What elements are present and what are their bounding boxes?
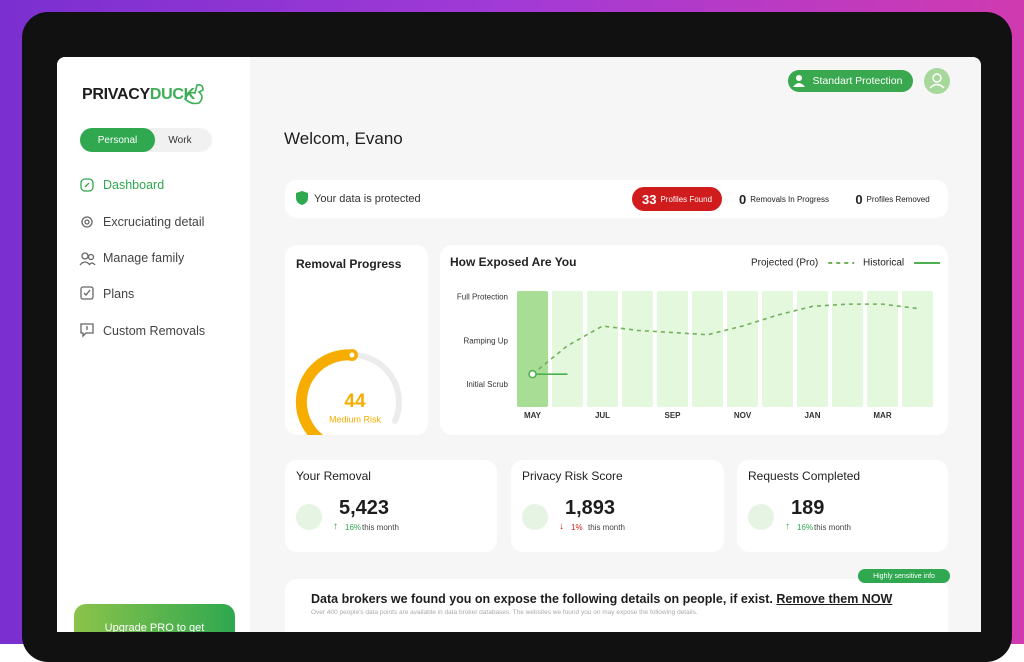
stat-icon <box>522 504 548 530</box>
column <box>797 291 828 407</box>
x-tick-label: SEP <box>664 411 681 420</box>
nav-item[interactable]: Custom Removals <box>103 324 206 338</box>
column <box>762 291 793 407</box>
counter-pill[interactable]: 33 Profiles Found <box>632 187 722 211</box>
stat-arrow: ↑ <box>785 521 790 532</box>
logo-icon <box>184 84 204 105</box>
y-tick-label: Ramping Up <box>464 336 509 345</box>
legend-label: Historical <box>863 258 904 269</box>
tab-personal[interactable]: Personal <box>80 128 155 152</box>
gauge: 44 Medium Risk <box>295 349 402 435</box>
gauge-risk: Medium Risk <box>329 414 382 424</box>
x-tick-label: JAN <box>804 411 820 420</box>
plan-icon <box>793 75 805 87</box>
counter-count: 0 <box>739 191 747 207</box>
stat-period: this month <box>362 523 399 532</box>
stat-change: 16% <box>797 523 814 532</box>
nav-item[interactable]: Dashboard <box>103 178 165 192</box>
sensitive-tag: Highly sensitive info <box>858 569 950 583</box>
counter-pill[interactable]: 0 Profiles Removed <box>845 187 940 211</box>
column <box>622 291 653 407</box>
column <box>657 291 688 407</box>
column <box>587 291 618 407</box>
historical-point <box>528 369 537 379</box>
nav-icons <box>79 178 96 338</box>
nav-item[interactable]: Excruciating detail <box>103 215 205 229</box>
removal-progress-card <box>285 245 428 435</box>
status-message: Your data is protected <box>314 193 421 205</box>
stat-period: this month <box>814 523 851 532</box>
gauge-score: 44 <box>344 391 366 412</box>
sidebar: PRIVACYDUCK Personal Work Dashboard Excr… <box>57 57 250 632</box>
heading-text: Data brokers we found you on expose the … <box>311 592 773 606</box>
stat-title: Your Removal <box>296 469 371 483</box>
x-tick-label: MAR <box>873 411 891 420</box>
counter-label: Profiles Removed <box>866 194 930 204</box>
counter-count: 33 <box>641 191 657 207</box>
greeting: Welcom, Evano <box>284 129 403 148</box>
stat-arrow: ↓ <box>559 521 564 532</box>
column <box>832 291 863 407</box>
logo: PRIVACYDUCK <box>82 86 195 104</box>
logo-part: PRIVACY <box>82 86 150 103</box>
chart-title: How Exposed Are You <box>450 255 576 269</box>
projected-line <box>531 303 918 375</box>
legend-label: Projected (Pro) <box>751 258 818 269</box>
tab-work[interactable]: Work <box>168 134 192 146</box>
stat-icon <box>296 504 322 530</box>
column <box>867 291 898 407</box>
stat-period: this month <box>588 523 625 532</box>
shield-icon <box>296 191 308 205</box>
stat-card <box>737 460 948 552</box>
column <box>552 291 583 407</box>
stat-value: 1,893 <box>565 497 616 519</box>
plan-button[interactable]: Standart Protection <box>788 70 913 92</box>
card-title: Removal Progress <box>296 257 402 271</box>
column <box>727 291 758 407</box>
avatar[interactable] <box>923 67 951 95</box>
x-tick-label: JUL <box>595 411 610 420</box>
counter-count: 0 <box>855 191 863 207</box>
stat-arrow: ↑ <box>333 521 338 532</box>
counter-label: Profiles Found <box>660 194 713 204</box>
brokers-note: Over 400 people's data points are availa… <box>311 609 698 616</box>
remove-link[interactable]: Remove them NOW <box>776 592 893 606</box>
stat-title: Requests Completed <box>748 469 861 483</box>
stat-value: 5,423 <box>339 497 390 519</box>
status-card <box>285 180 948 218</box>
column <box>517 291 548 407</box>
stat-icon <box>748 504 774 530</box>
counter-pill[interactable]: 0 Removals In Progress <box>730 187 838 211</box>
y-tick-label: Initial Scrub <box>466 380 508 389</box>
stat-card <box>511 460 724 552</box>
stat-title: Privacy Risk Score <box>522 469 623 483</box>
stat-value: 189 <box>791 497 825 519</box>
stat-card <box>285 460 497 552</box>
stat-change: 1% <box>571 523 583 532</box>
x-tick-label: NOV <box>734 411 752 420</box>
x-tick-label: MAY <box>524 411 542 420</box>
y-tick-label: Full Protection <box>457 293 508 302</box>
brokers-card <box>285 579 948 632</box>
column <box>902 291 933 407</box>
nav-item[interactable]: Manage family <box>103 251 185 265</box>
exposure-chart: How Exposed Are You MAY JUL SEP NOV JAN MAR Ini… <box>450 255 941 420</box>
upgrade-button[interactable]: Upgrade PRO to get <box>74 604 235 632</box>
logo-part: DUCK <box>149 86 195 103</box>
brokers-heading: Data brokers we found you on expose the … <box>311 592 892 606</box>
stat-change: 16% <box>345 523 362 532</box>
counter-label: Removals In Progress <box>750 194 829 204</box>
nav-item[interactable]: Plans <box>103 287 135 301</box>
column <box>692 291 723 407</box>
